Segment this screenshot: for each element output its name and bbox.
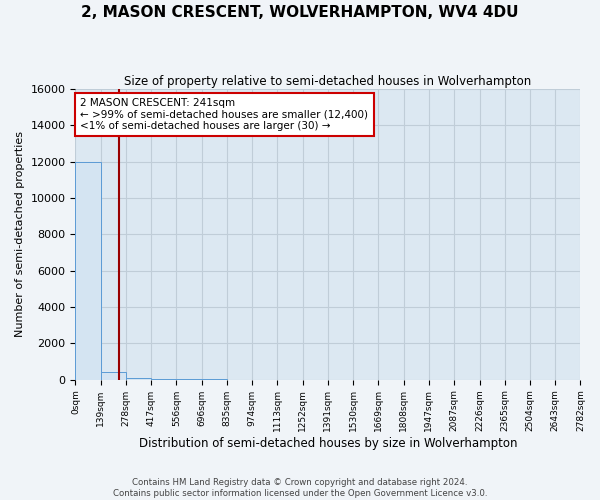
Bar (76, 162, 101, 380)
Y-axis label: Number of semi-detached properties: Number of semi-detached properties (15, 132, 25, 338)
Text: 2 MASON CRESCENT: 241sqm
← >99% of semi-detached houses are smaller (12,400)
<1%: 2 MASON CRESCENT: 241sqm ← >99% of semi-… (80, 98, 368, 131)
Title: Size of property relative to semi-detached houses in Wolverhampton: Size of property relative to semi-detach… (124, 75, 532, 88)
Bar (151, 379, 176, 380)
Bar (126, 378, 151, 380)
Text: Contains HM Land Registry data © Crown copyright and database right 2024.
Contai: Contains HM Land Registry data © Crown c… (113, 478, 487, 498)
Text: 2, MASON CRESCENT, WOLVERHAMPTON, WV4 4DU: 2, MASON CRESCENT, WOLVERHAMPTON, WV4 4D… (81, 5, 519, 20)
Bar (101, 372, 126, 380)
X-axis label: Distribution of semi-detached houses by size in Wolverhampton: Distribution of semi-detached houses by … (139, 437, 517, 450)
